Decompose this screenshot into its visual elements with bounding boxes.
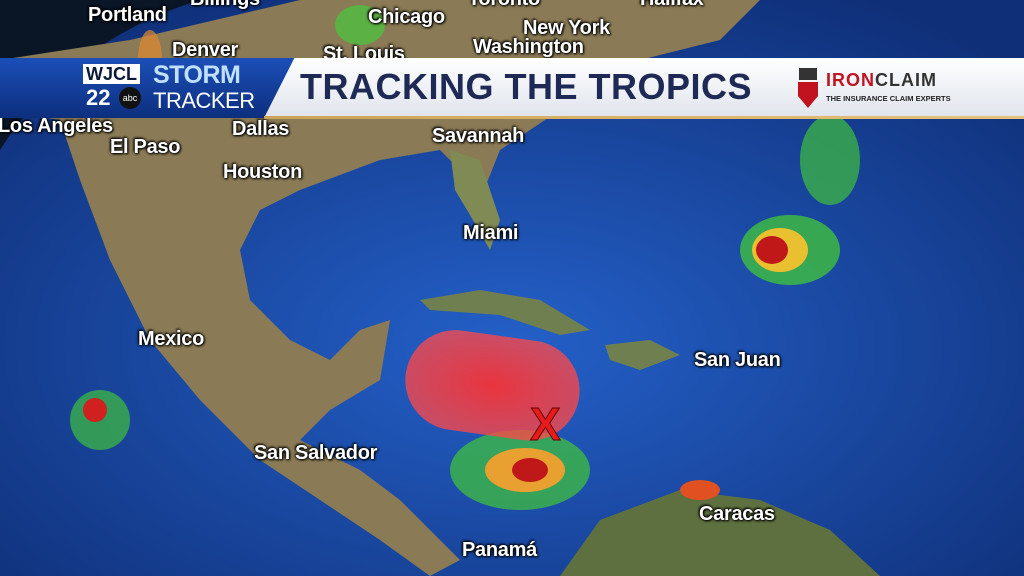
city-label: Mexico bbox=[138, 328, 205, 350]
city-label: Billings bbox=[190, 0, 260, 11]
channel-number: 22 bbox=[86, 85, 111, 110]
city-label: Miami bbox=[463, 222, 519, 244]
city-label: Los Angeles bbox=[0, 115, 113, 137]
city-label: Panamá bbox=[462, 539, 537, 561]
tracker-label: TRACKER bbox=[153, 88, 255, 113]
sponsor-name-part1: IRON bbox=[826, 70, 875, 90]
development-area bbox=[405, 330, 580, 441]
sponsor-name-part2: CLAIM bbox=[875, 70, 937, 90]
development-x-marker: X bbox=[530, 398, 561, 450]
station-brand bbox=[0, 58, 300, 118]
title-bar bbox=[264, 58, 1024, 118]
city-label: Toronto bbox=[468, 0, 540, 11]
city-label: Washington bbox=[473, 36, 584, 58]
abc-logo: abc bbox=[119, 87, 141, 109]
city-label: El Paso bbox=[110, 136, 181, 158]
city-label: San Juan bbox=[694, 349, 781, 371]
lower-third-banner: WJCL 22 abc STORM TRACKER TRACKING THE T… bbox=[0, 58, 1024, 119]
ironclaim-shield-icon bbox=[798, 68, 818, 108]
sponsor-tagline: THE INSURANCE CLAIM EXPERTS bbox=[826, 94, 951, 103]
gold-divider bbox=[264, 116, 1024, 119]
land-hispaniola bbox=[605, 340, 680, 370]
city-label: Chicago bbox=[368, 6, 445, 28]
land-north-america bbox=[0, 0, 760, 576]
city-label: Savannah bbox=[432, 125, 525, 147]
land-florida bbox=[450, 150, 500, 250]
city-label: Portland bbox=[88, 4, 167, 26]
land-cuba bbox=[420, 290, 590, 335]
page-title: TRACKING THE TROPICS bbox=[300, 66, 753, 107]
city-label: Houston bbox=[223, 161, 302, 183]
sponsor-logo: IRONCLAIM bbox=[826, 70, 937, 91]
city-label: Halifax bbox=[640, 0, 704, 11]
storm-label: STORM bbox=[153, 61, 241, 89]
city-label: San Salvador bbox=[254, 442, 378, 464]
city-label: New York bbox=[523, 17, 610, 39]
city-label: Caracas bbox=[699, 503, 775, 525]
city-label: Denver bbox=[172, 39, 239, 61]
station-logo: WJCL bbox=[83, 64, 140, 84]
city-label: Dallas bbox=[232, 118, 290, 140]
land-south-america bbox=[560, 490, 880, 576]
